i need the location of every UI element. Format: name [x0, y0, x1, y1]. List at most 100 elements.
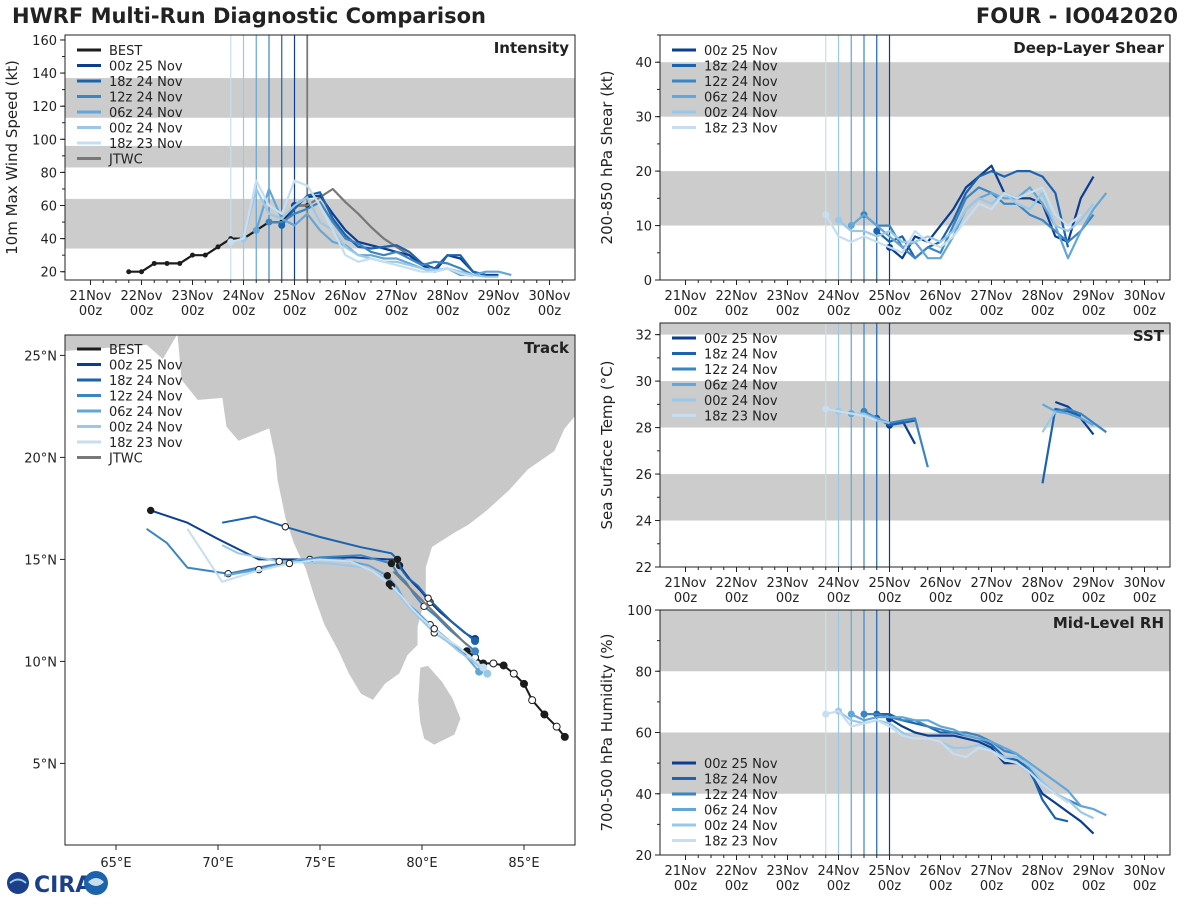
sst-legend-label: 06z 24 Nov: [704, 379, 778, 394]
shear-xtick-hour: 00z: [1031, 304, 1055, 319]
rh-series-r00z25: [888, 717, 1095, 835]
rh-legend-label: 18z 23 Nov: [704, 835, 778, 850]
cira-logo: CIRA: [4, 868, 114, 904]
track-point-best: [520, 679, 528, 688]
intensity-legend-label: 18z 24 Nov: [109, 75, 183, 90]
rh-xtick-day: 25Nov: [869, 864, 911, 879]
sst-ytick-label: 32: [635, 329, 652, 344]
intensity-xtick-day: 24Nov: [223, 289, 265, 304]
track-ytick-label: 5°N: [33, 757, 58, 772]
shear-band: [660, 171, 1170, 226]
shear-ytick-label: 10: [635, 220, 652, 235]
sst-xtick-day: 24Nov: [818, 576, 860, 591]
shear-legend-label: 06z 24 Nov: [704, 91, 778, 106]
sst-xtick-hour: 00z: [1031, 591, 1055, 606]
shear-xtick-day: 29Nov: [1073, 289, 1115, 304]
sst-xtick-day: 29Nov: [1073, 576, 1115, 591]
shear-xtick-hour: 00z: [929, 304, 953, 319]
rh-xtick-day: 28Nov: [1022, 864, 1064, 879]
sst-xtick-hour: 00z: [878, 591, 902, 606]
sst-xtick-day: 21Nov: [665, 576, 707, 591]
track-series-jtwc: [392, 570, 468, 646]
sst-series-r00z24: [1041, 410, 1057, 433]
intensity-legend-label: 00z 24 Nov: [109, 122, 183, 137]
track-legend-label: 18z 23 Nov: [109, 436, 183, 451]
rh-xtick-day: 26Nov: [920, 864, 962, 879]
intensity-xtick-day: 23Nov: [172, 289, 214, 304]
shear-ytick-label: 0: [644, 274, 652, 289]
sst-xtick-hour: 00z: [980, 591, 1004, 606]
sst-xtick-day: 22Nov: [716, 576, 758, 591]
intensity-point-best: [190, 252, 195, 258]
intensity-title: Intensity: [494, 39, 570, 57]
rh-legend-label: 18z 24 Nov: [704, 773, 778, 788]
rh-ytick-label: 60: [635, 727, 652, 742]
logo-globe-icon: [7, 872, 29, 894]
sst-ytick-label: 28: [635, 422, 652, 437]
track-xtick-label: 80°E: [406, 856, 437, 871]
rh-xtick-day: 29Nov: [1073, 864, 1115, 879]
shear-ylabel: 200-850 hPa Shear (kt): [598, 71, 616, 245]
sst-xtick-hour: 00z: [929, 591, 953, 606]
intensity-series-r18z24: [280, 191, 487, 277]
sst-xtick-hour: 00z: [725, 591, 749, 606]
track-ytick-label: 20°N: [24, 451, 57, 466]
track-point-best: [540, 710, 549, 719]
track-start-r18z24: [471, 637, 480, 645]
intensity-series-r12z24: [269, 201, 474, 276]
shear-xtick-hour: 00z: [674, 304, 698, 319]
sst-xtick-hour: 00z: [1082, 591, 1106, 606]
shear-xtick-hour: 00z: [827, 304, 851, 319]
shear-legend-label: 00z 24 Nov: [704, 106, 778, 121]
sst-xtick-hour: 00z: [674, 591, 698, 606]
rh-xtick-hour: 00z: [827, 879, 851, 894]
rh-series-r18z23: [825, 709, 1069, 804]
land-india: [176, 335, 575, 701]
intensity-xtick-hour: 00z: [538, 304, 562, 319]
sst-series-r12z24: [1055, 407, 1107, 434]
track-legend-label: 12z 24 Nov: [109, 390, 183, 405]
rh-xtick-hour: 00z: [878, 879, 902, 894]
shear-xtick-day: 25Nov: [869, 289, 911, 304]
shear-xtick-day: 27Nov: [971, 289, 1013, 304]
shear-xtick-hour: 00z: [776, 304, 800, 319]
sst-ytick-label: 24: [635, 515, 652, 530]
track-point-r18z23: [285, 559, 294, 568]
shear-series-r00z24: [837, 191, 1095, 243]
intensity-ylabel: 10m Max Wind Speed (kt): [3, 60, 21, 255]
intensity-point-best: [177, 260, 183, 266]
track-title: Track: [524, 339, 570, 357]
intensity-band: [65, 145, 575, 168]
shear-xtick-day: 22Nov: [716, 289, 758, 304]
shear-xtick-hour: 00z: [1082, 304, 1106, 319]
intensity-point-best: [139, 269, 144, 275]
shear-xtick-day: 24Nov: [818, 289, 860, 304]
track-legend-label: JTWC: [108, 452, 143, 467]
sst-xtick-day: 26Nov: [920, 576, 962, 591]
track-point-r00z25: [146, 506, 155, 515]
rh-ytick-label: 100: [627, 604, 652, 619]
track-point-r12z24: [387, 559, 396, 568]
track-ytick-label: 25°N: [24, 349, 57, 364]
rh-band: [660, 610, 1170, 672]
shear-title: Deep-Layer Shear: [1013, 39, 1164, 57]
intensity-xtick-hour: 00z: [334, 304, 358, 319]
intensity-point-best: [126, 269, 132, 275]
chart-sst: 22242628303221Nov00z22Nov00z23Nov00z24No…: [598, 322, 1171, 606]
track-point-r00z24: [275, 557, 283, 566]
rh-legend-label: 06z 24 Nov: [704, 804, 778, 819]
rh-xtick-hour: 00z: [1082, 879, 1106, 894]
track-point-r18z24: [281, 523, 290, 531]
sst-xtick-day: 23Nov: [767, 576, 809, 591]
shear-ytick-label: 40: [635, 56, 652, 71]
track-series-r18z23: [186, 528, 484, 669]
intensity-xtick-day: 26Nov: [325, 289, 367, 304]
rh-xtick-day: 23Nov: [767, 864, 809, 879]
shear-xtick-day: 30Nov: [1124, 289, 1166, 304]
track-series-r12z24: [146, 527, 476, 652]
sst-series-r06z24: [1041, 403, 1095, 427]
intensity-ytick-label: 20: [40, 266, 57, 281]
intensity-ytick-label: 80: [40, 166, 57, 181]
intensity-legend-label: BEST: [109, 44, 142, 59]
track-point-best: [528, 696, 537, 705]
